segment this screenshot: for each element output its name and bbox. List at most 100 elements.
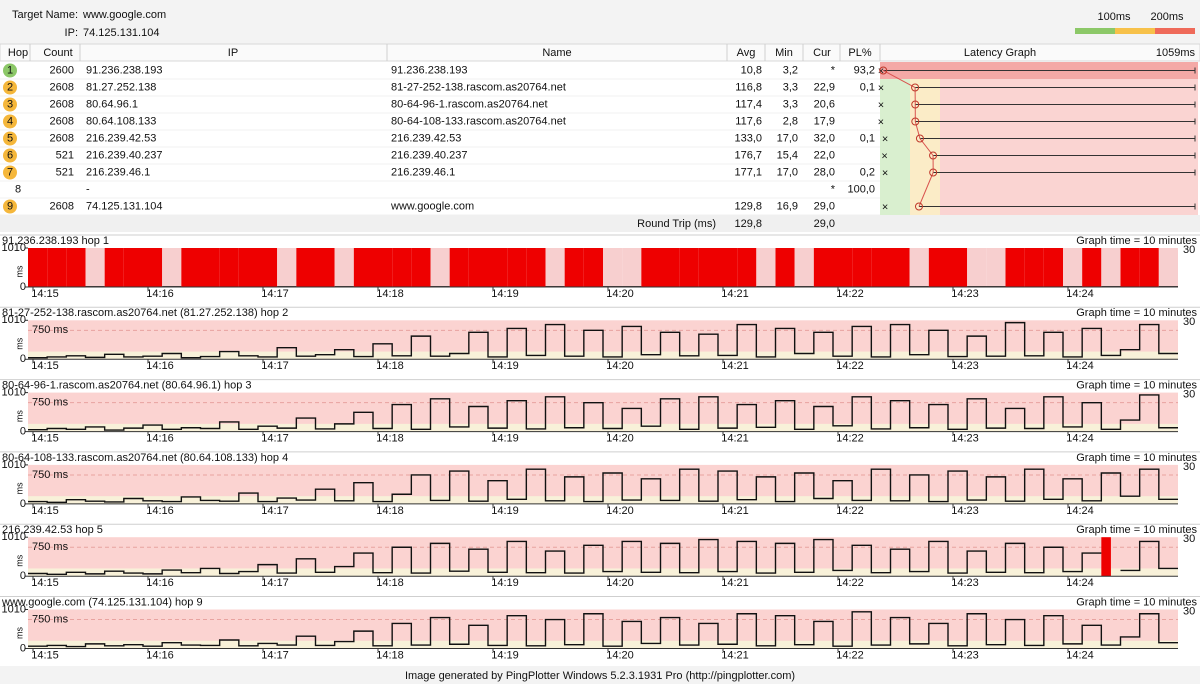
graph-time: Graph time = 10 minutes: [1076, 307, 1197, 319]
cell-name: 216.239.46.1: [391, 166, 455, 178]
latency-trace: [28, 611, 1178, 648]
time-label: 14:18: [376, 505, 404, 517]
ip-label: IP:: [65, 27, 78, 39]
cell-count: 521: [56, 166, 74, 178]
cell-avg: 176,7: [734, 149, 762, 161]
legend-yellow: [1115, 28, 1155, 34]
time-label: 14:17: [261, 577, 289, 589]
time-label: 14:22: [836, 649, 864, 661]
packet-loss: [219, 248, 239, 287]
time-label: 14:24: [1066, 433, 1094, 445]
cell-cur: *: [831, 183, 836, 195]
packet-loss: [928, 248, 948, 287]
received: [794, 248, 814, 287]
time-label: 14:24: [1066, 360, 1094, 372]
right-label: 30: [1183, 316, 1195, 328]
cell-hop: 3: [7, 98, 13, 110]
time-label: 14:15: [31, 577, 59, 589]
hop-badge: [3, 80, 17, 95]
cell-count: 2608: [50, 132, 74, 144]
cell-cur: 20,6: [814, 98, 835, 110]
column-header: Latency Graph: [964, 47, 1036, 59]
packet-loss: [181, 248, 201, 287]
time-label: 14:18: [376, 649, 404, 661]
time-label: 14:15: [31, 360, 59, 372]
avg-marker: [929, 151, 938, 160]
time-label: 14:22: [836, 360, 864, 372]
cell-name: 80-64-96-1.rascom.as20764.net: [391, 98, 548, 110]
packet-loss: [238, 248, 258, 287]
footer: Image generated by PingPlotter Windows 5…: [405, 670, 795, 682]
packet-loss: [468, 248, 488, 287]
y-tick-label: 1010: [2, 242, 26, 254]
time-label: 14:22: [836, 505, 864, 517]
packet-loss: [1043, 248, 1063, 287]
time-label: 14:19: [491, 288, 519, 300]
cell-avg: 133,0: [734, 132, 762, 144]
time-label: 14:17: [261, 433, 289, 445]
cell-pl: 100,0: [847, 183, 875, 195]
time-label: 14:16: [146, 649, 174, 661]
y-unit: ms: [14, 627, 24, 639]
cell-ip: 91.236.238.193: [86, 64, 162, 76]
cell-cur: 22,9: [814, 81, 835, 93]
time-label: 14:23: [951, 577, 979, 589]
received: [1158, 248, 1178, 287]
cell-pl: 0,2: [860, 166, 875, 178]
packet-loss: [258, 248, 278, 287]
time-label: 14:20: [606, 288, 634, 300]
min-marker: ×: [882, 133, 888, 145]
received: [986, 248, 1006, 287]
cell-hop: 4: [7, 115, 13, 127]
target-ip: 74.125.131.104: [83, 27, 159, 39]
legend-label: 100ms: [1097, 11, 1131, 23]
cell-hop: 9: [7, 200, 13, 212]
graph-time: Graph time = 10 minutes: [1076, 380, 1197, 392]
graph-time: Graph time = 10 minutes: [1076, 524, 1197, 536]
right-label: 30: [1183, 389, 1195, 401]
y-tick-label: 0: [20, 498, 26, 510]
hop-badge: [3, 148, 17, 163]
cell-min: 3,2: [783, 64, 798, 76]
latency-trace: [28, 468, 1178, 504]
packet-loss: [775, 248, 795, 287]
cell-min: 17,0: [777, 132, 798, 144]
time-label: 14:16: [146, 288, 174, 300]
min-marker: ×: [878, 99, 884, 111]
target-name-label: Target Name:: [12, 9, 78, 21]
packet-loss: [1120, 248, 1140, 287]
hop-badge: [3, 199, 17, 214]
latency-bg-green: [880, 79, 910, 215]
time-label: 14:23: [951, 360, 979, 372]
received: [1063, 248, 1083, 287]
packet-loss: [833, 248, 853, 287]
graph-title: 81-27-252-138.rascom.as20764.net (81.27.…: [2, 307, 288, 319]
min-marker: ×: [882, 167, 888, 179]
y-tick-label: 1010: [2, 531, 26, 543]
column-header: Name: [542, 47, 571, 59]
min-marker: ×: [878, 65, 884, 77]
round-trip-avg: 129,8: [734, 218, 762, 230]
received: [603, 248, 623, 287]
avg-marker: [911, 100, 920, 109]
received: [85, 248, 105, 287]
time-label: 14:17: [261, 505, 289, 517]
latency-trace: [28, 321, 1178, 359]
graph-max: 1059ms: [1156, 47, 1196, 59]
time-label: 14:19: [491, 649, 519, 661]
cell-count: 2600: [50, 64, 74, 76]
y-unit: ms: [14, 482, 24, 494]
time-label: 14:15: [31, 505, 59, 517]
time-label: 14:24: [1066, 505, 1094, 517]
y-tick-label: 0: [20, 570, 26, 582]
graph-time: Graph time = 10 minutes: [1076, 596, 1197, 608]
cell-hop: 5: [7, 132, 13, 144]
time-label: 14:16: [146, 505, 174, 517]
cell-ip: 81.27.252.138: [86, 81, 156, 93]
packet-loss: [28, 248, 48, 287]
time-label: 14:18: [376, 360, 404, 372]
packet-loss: [1005, 248, 1025, 287]
y-unit: ms: [14, 554, 24, 566]
min-marker: ×: [882, 201, 888, 213]
cell-count: 2608: [50, 98, 74, 110]
